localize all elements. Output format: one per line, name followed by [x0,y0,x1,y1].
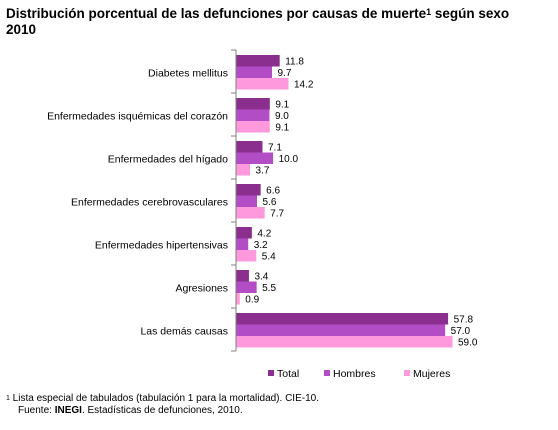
bar-mujeres [236,78,289,90]
bar-mujeres [236,121,270,133]
bar-total [236,55,280,67]
legend-label: Mujeres [413,368,450,380]
footnote: 1 Lista especial de tabulados (tabulació… [6,393,526,417]
data-label: 3.7 [256,166,270,177]
title-year: 2010 [6,22,37,37]
bar-total [236,141,263,153]
bar-hombres [236,109,270,121]
bar-total [236,227,252,239]
bar-mujeres [236,250,257,262]
data-label: 10.0 [279,154,299,165]
title-line1-end: según sexo [431,6,510,21]
title-footnote-marker: 1 [426,7,432,17]
data-label: 57.8 [454,315,474,326]
bar-hombres [236,281,257,293]
data-label: 3.4 [254,272,268,283]
category-label: Agresiones [175,282,228,294]
data-label: 5.6 [263,197,277,208]
footnote-note: 1 Lista especial de tabulados (tabulació… [6,393,526,405]
data-label: 6.6 [266,186,280,197]
legend-label: Total [277,368,299,380]
bar-mujeres [236,293,240,305]
data-label: 5.5 [262,283,276,294]
data-label: 3.2 [254,240,268,251]
source-bold: INEGI [54,405,82,416]
data-label: 9.1 [275,100,289,111]
bar-total [236,184,261,196]
data-label: 7.1 [268,143,282,154]
category-label: Enfermedades cerebrovasculares [71,196,228,208]
footnote-marker: 1 [6,395,10,402]
bar-hombres [236,238,249,250]
category-label: Diabetes mellitus [148,67,228,79]
data-label: 7.7 [270,209,284,220]
data-label: 14.2 [294,80,314,91]
bar-mujeres [236,336,453,348]
bar-hombres [236,66,273,78]
data-label: 5.4 [262,252,276,263]
data-label: 9.7 [278,68,292,79]
data-label: 0.9 [245,295,259,306]
legend-swatch-hombres [324,370,330,376]
data-label: 57.0 [451,326,471,337]
source-prefix: Fuente: [18,405,55,416]
bar-total [236,313,449,325]
legend-label: Hombres [333,368,376,380]
footnote-source: Fuente: INEGI. Estadísticas de defuncion… [6,405,526,417]
source-rest: . Estadísticas de defunciones, 2010. [81,405,243,416]
data-label: 9.1 [275,123,289,134]
title-line1: Distribución porcentual de las defuncion… [6,6,427,21]
category-label: Enfermedades isquémicas del corazón [47,110,228,122]
bar-hombres [236,324,446,336]
bar-hombres [236,152,274,164]
category-label: Enfermedades hipertensivas [95,239,228,251]
data-label: 4.2 [257,229,271,240]
bar-mujeres [236,164,251,176]
legend-swatch-total [268,370,274,376]
bar-total [236,270,249,282]
bar-total [236,98,270,110]
data-label: 59.0 [458,338,478,349]
category-label: Enfermedades del hígado [108,153,228,165]
bar-mujeres [236,207,265,219]
data-label: 11.8 [285,57,304,68]
footnote-text: Lista especial de tabulados (tabulación … [9,393,319,404]
chart-title: Distribución porcentual de las defuncion… [6,6,546,38]
bar-chart: Diabetes mellitus 11.89.714.2 Enfermedades… [47,49,478,380]
data-label: 9.0 [275,111,289,122]
category-label: Las demás causas [140,325,228,337]
legend-swatch-mujeres [404,370,410,376]
bar-hombres [236,195,257,207]
